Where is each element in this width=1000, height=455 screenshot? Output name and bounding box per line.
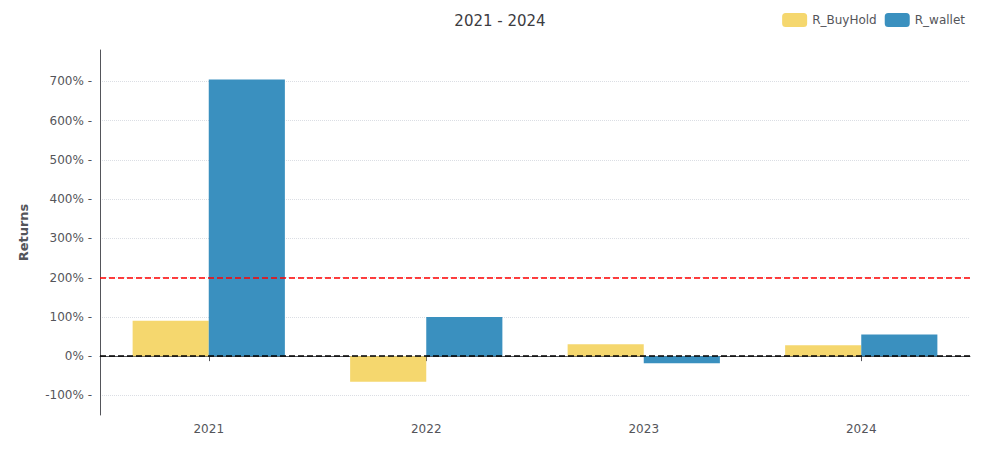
svg-text:700% -: 700% - [50, 74, 92, 88]
svg-text:-100% -: -100% - [45, 388, 92, 402]
svg-text:2023: 2023 [628, 422, 659, 436]
svg-text:R_BuyHold: R_BuyHold [812, 13, 877, 27]
svg-text:100% -: 100% - [50, 310, 92, 324]
svg-text:400% -: 400% - [50, 192, 92, 206]
svg-text:500% -: 500% - [50, 153, 92, 167]
svg-text:2022: 2022 [411, 422, 442, 436]
svg-text:R_wallet: R_wallet [915, 13, 966, 27]
svg-text:200% -: 200% - [50, 271, 92, 285]
svg-text:2024: 2024 [846, 422, 877, 436]
svg-text:2021 - 2024: 2021 - 2024 [454, 12, 545, 30]
svg-text:600% -: 600% - [50, 114, 92, 128]
svg-text:0% -: 0% - [65, 349, 92, 363]
svg-text:Returns: Returns [16, 203, 31, 261]
svg-text:2021: 2021 [193, 422, 224, 436]
svg-text:300% -: 300% - [50, 231, 92, 245]
